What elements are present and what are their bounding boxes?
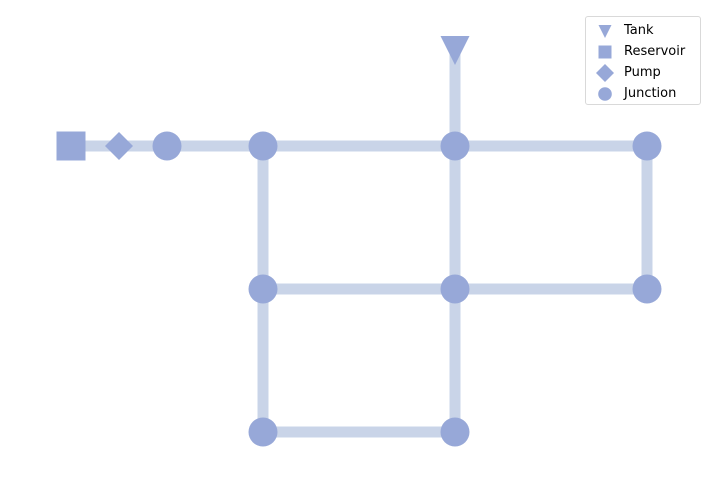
junction-node	[152, 131, 182, 161]
tank-legend-icon	[586, 20, 624, 41]
pump-legend-icon	[586, 62, 624, 83]
tank-node	[440, 36, 470, 65]
legend-item-pump: Pump	[586, 62, 700, 83]
legend-label-reservoir: Reservoir	[624, 44, 686, 59]
pipe-links	[71, 50, 653, 438]
legend-label-junction: Junction	[624, 86, 677, 101]
junction-node	[440, 274, 470, 304]
junction-node	[632, 274, 662, 304]
pump-node	[105, 132, 133, 160]
junction-legend-icon	[586, 83, 624, 104]
legend: Tank Reservoir Pump Junction	[585, 16, 701, 105]
legend-label-pump: Pump	[624, 65, 661, 80]
junction-node	[248, 274, 278, 304]
network-nodes	[56, 36, 662, 447]
legend-item-reservoir: Reservoir	[586, 41, 700, 62]
legend-item-tank: Tank	[586, 20, 700, 41]
legend-item-junction: Junction	[586, 83, 700, 104]
reservoir-node	[56, 131, 86, 161]
junction-node	[440, 417, 470, 447]
junction-node	[632, 131, 662, 161]
reservoir-legend-icon	[586, 41, 624, 62]
junction-node	[440, 131, 470, 161]
legend-label-tank: Tank	[624, 23, 654, 38]
junction-node	[248, 417, 278, 447]
junction-node	[248, 131, 278, 161]
